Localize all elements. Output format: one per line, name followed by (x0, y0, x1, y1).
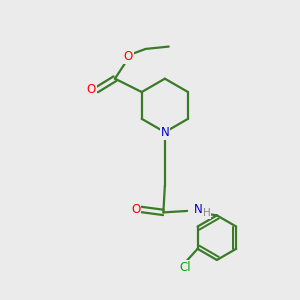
Text: O: O (86, 83, 96, 97)
Text: N: N (194, 202, 203, 216)
Text: N: N (160, 126, 169, 139)
Text: H: H (202, 208, 210, 218)
Text: Cl: Cl (179, 261, 190, 274)
Text: O: O (123, 50, 133, 64)
Text: O: O (131, 203, 140, 216)
